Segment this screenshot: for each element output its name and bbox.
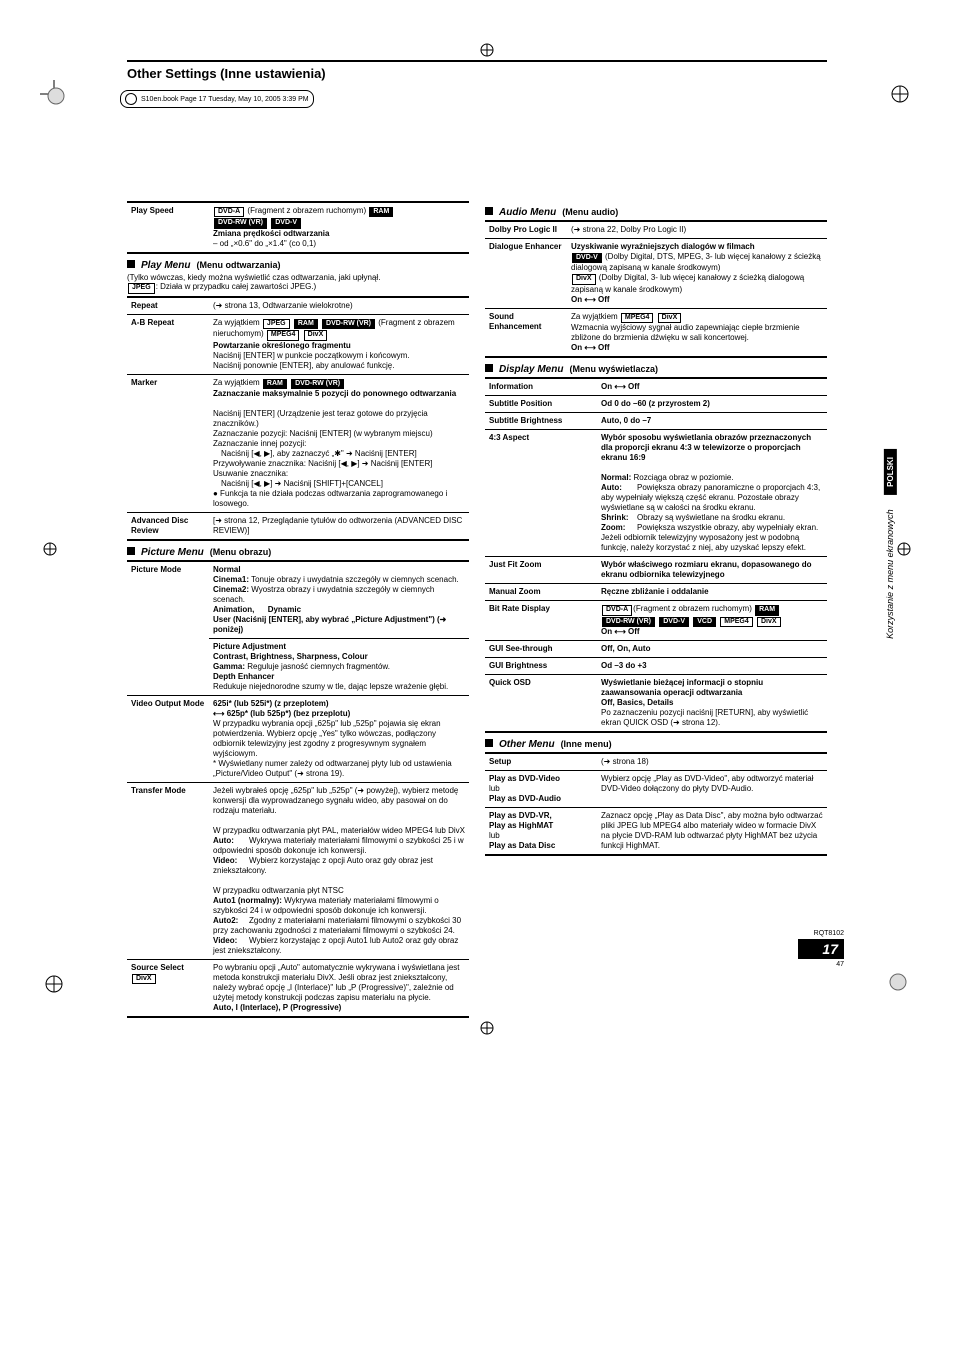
source-select-label: Source Select DivX: [127, 959, 209, 1017]
setup-label: Setup: [485, 753, 597, 771]
square-bullet-icon: [127, 260, 135, 268]
dialogue-enhancer-label: Dialogue Enhancer: [485, 239, 567, 309]
dvda-tag: DVD-A: [214, 207, 244, 217]
crop-mark-icon: [886, 80, 914, 108]
marker-label: Marker: [127, 374, 209, 512]
square-bullet-icon: [485, 364, 493, 372]
square-bullet-icon: [485, 207, 493, 215]
information-label: Information: [485, 378, 597, 396]
crop-mark-icon: [40, 80, 68, 108]
quick-osd-label: Quick OSD: [485, 674, 597, 732]
audio-menu-heading: Audio Menu (Menu audio): [485, 207, 827, 218]
subtitle-position-label: Subtitle Position: [485, 396, 597, 413]
crop-mark-icon: [477, 40, 497, 60]
picture-mode-label: Picture Mode: [127, 561, 209, 696]
gui-see-through-label: GUI See-through: [485, 640, 597, 657]
audio-menu-table: Dolby Pro Logic II (➜ strona 22, Dolby P…: [485, 220, 827, 358]
video-output-mode-label: Video Output Mode: [127, 695, 209, 782]
crop-mark-icon: [886, 970, 914, 998]
page-title: Other Settings (Inne ustawienia): [127, 66, 827, 81]
transfer-mode-label: Transfer Mode: [127, 782, 209, 959]
picture-menu-table: Picture Mode Normal Cinema1: Tonuje obra…: [127, 560, 469, 1018]
repeat-label: Repeat: [127, 297, 209, 315]
picture-menu-heading: Picture Menu (Menu obrazu): [127, 547, 469, 558]
crop-mark-icon: [477, 1018, 497, 1038]
adv-disc-review-label: Advanced Disc Review: [127, 512, 209, 540]
play-as-dvd-video-label: Play as DVD-Video lub Play as DVD-Audio: [485, 770, 597, 807]
display-menu-heading: Display Menu (Menu wyświetlacza): [485, 364, 827, 375]
page-meta-header: S10en.book Page 17 Tuesday, May 10, 2005…: [120, 90, 314, 108]
play-as-data-disc-label: Play as DVD-VR, Play as HighMAT lub Play…: [485, 807, 597, 855]
aspect-label: 4:3 Aspect: [485, 430, 597, 557]
crop-mark-icon: [40, 970, 68, 998]
crop-mark-icon: [894, 539, 914, 559]
dvdrw-tag: DVD-RW (VR): [214, 218, 267, 228]
other-menu-heading: Other Menu (Inne menu): [485, 739, 827, 750]
subtitle-brightness-label: Subtitle Brightness: [485, 413, 597, 430]
jpeg-tag: JPEG: [128, 283, 155, 293]
dolby-label: Dolby Pro Logic II: [485, 221, 567, 239]
square-bullet-icon: [127, 547, 135, 555]
page-number: RQT8102 17 47: [798, 930, 844, 968]
manual-zoom-label: Manual Zoom: [485, 584, 597, 601]
sound-enhancement-label: Sound Enhancement: [485, 308, 567, 357]
language-badge: POLSKI: [884, 449, 897, 495]
display-menu-table: InformationOn ⟷ Off Subtitle PositionOd …: [485, 377, 827, 733]
play-speed-label: Play Speed: [127, 202, 209, 253]
bit-rate-display-label: Bit Rate Display: [485, 601, 597, 641]
side-vertical-text: Korzystanie z menu ekranowych POLSKI: [885, 449, 895, 639]
play-menu-heading: Play Menu (Menu odtwarzania): [127, 260, 469, 271]
ab-repeat-label: A-B Repeat: [127, 314, 209, 374]
gui-brightness-label: GUI Brightness: [485, 657, 597, 674]
play-speed-table: Play Speed DVD-A (Fragment z obrazem ruc…: [127, 201, 469, 254]
crop-mark-icon: [40, 539, 60, 559]
play-menu-table: Repeat (➜ strona 13, Odtwarzanie wielokr…: [127, 296, 469, 541]
dvdv-tag: DVD-V: [271, 218, 301, 228]
just-fit-zoom-label: Just Fit Zoom: [485, 557, 597, 584]
ram-tag: RAM: [369, 207, 393, 217]
square-bullet-icon: [485, 739, 493, 747]
other-menu-table: Setup(➜ strona 18) Play as DVD-Video lub…: [485, 752, 827, 856]
